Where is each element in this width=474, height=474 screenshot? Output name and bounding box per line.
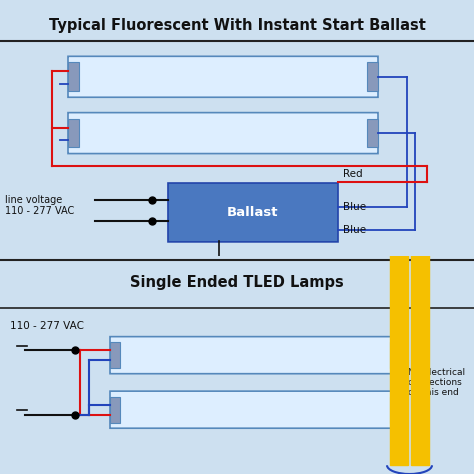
Text: Typical Fluorescent With Instant Start Ballast: Typical Fluorescent With Instant Start B… — [48, 18, 426, 33]
Bar — [411, 0, 429, 465]
Bar — [390, 0, 408, 465]
FancyBboxPatch shape — [110, 337, 400, 374]
Bar — [110, 397, 120, 423]
Bar — [367, 63, 378, 91]
Text: Blue: Blue — [343, 226, 366, 236]
Text: 110 - 277 VAC: 110 - 277 VAC — [10, 321, 84, 331]
Bar — [390, 342, 400, 368]
Bar — [390, 397, 400, 423]
FancyBboxPatch shape — [68, 56, 378, 97]
Text: Blue: Blue — [343, 202, 366, 212]
Bar — [68, 63, 79, 91]
Text: line voltage
110 - 277 VAC: line voltage 110 - 277 VAC — [5, 194, 74, 216]
Text: Ballast: Ballast — [227, 206, 279, 219]
FancyBboxPatch shape — [110, 391, 400, 428]
Bar — [110, 342, 120, 368]
FancyBboxPatch shape — [168, 183, 338, 242]
Text: No electrical
connections
on this end: No electrical connections on this end — [408, 367, 465, 397]
FancyBboxPatch shape — [68, 113, 378, 154]
Bar — [367, 119, 378, 147]
Bar — [68, 119, 79, 147]
Text: Single Ended TLED Lamps: Single Ended TLED Lamps — [130, 274, 344, 290]
Text: Red: Red — [343, 169, 363, 179]
